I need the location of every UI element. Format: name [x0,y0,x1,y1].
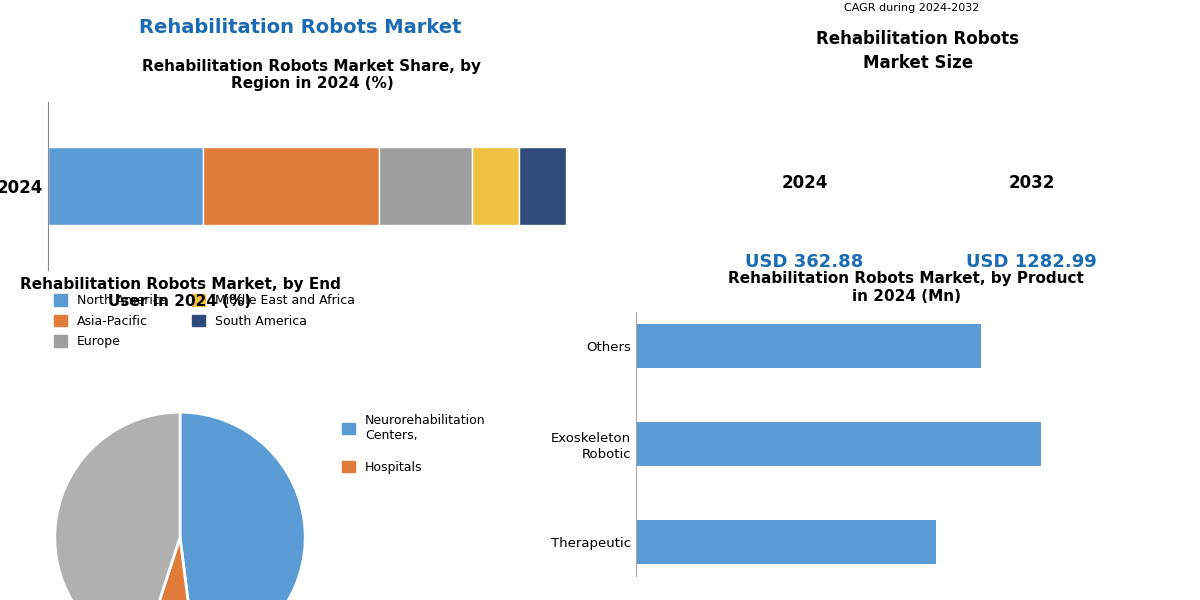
Text: Market Size in: Market Size in [816,347,918,361]
Wedge shape [180,412,305,600]
Wedge shape [142,538,196,600]
Title: Rehabilitation Robots Market, by Product
in 2024 (Mn): Rehabilitation Robots Market, by Product… [728,271,1084,304]
Text: CAGR during 2024-2032: CAGR during 2024-2032 [845,3,979,13]
Bar [48,148,203,224]
Text: Million: Million [918,347,970,361]
Bar [379,148,473,224]
Text: Rehabilitation Robots Market: Rehabilitation Robots Market [139,18,461,37]
Bar [520,148,565,224]
Text: USD 362.88: USD 362.88 [745,253,864,271]
Bar [473,148,520,224]
Text: USD 1282.99: USD 1282.99 [966,253,1097,271]
Bar [636,520,936,564]
Bar [636,324,982,368]
Wedge shape [55,412,180,600]
Title: Rehabilitation Robots Market Share, by
Region in 2024 (%): Rehabilitation Robots Market Share, by R… [143,59,481,91]
Legend: Neurorehabilitation
Centers,, Hospitals: Neurorehabilitation Centers,, Hospitals [342,414,485,474]
Bar [203,148,379,224]
Text: 2024: 2024 [781,174,828,192]
Title: Rehabilitation Robots Market, by End
User In 2024 (%): Rehabilitation Robots Market, by End Use… [19,277,341,310]
Text: Rehabilitation Robots
Market Size: Rehabilitation Robots Market Size [816,30,1020,71]
Legend: North America, Asia-Pacific, Europe, Middle East and Africa, South America: North America, Asia-Pacific, Europe, Mid… [54,294,355,348]
Bar [636,422,1042,466]
Text: 2032: 2032 [1008,174,1055,192]
